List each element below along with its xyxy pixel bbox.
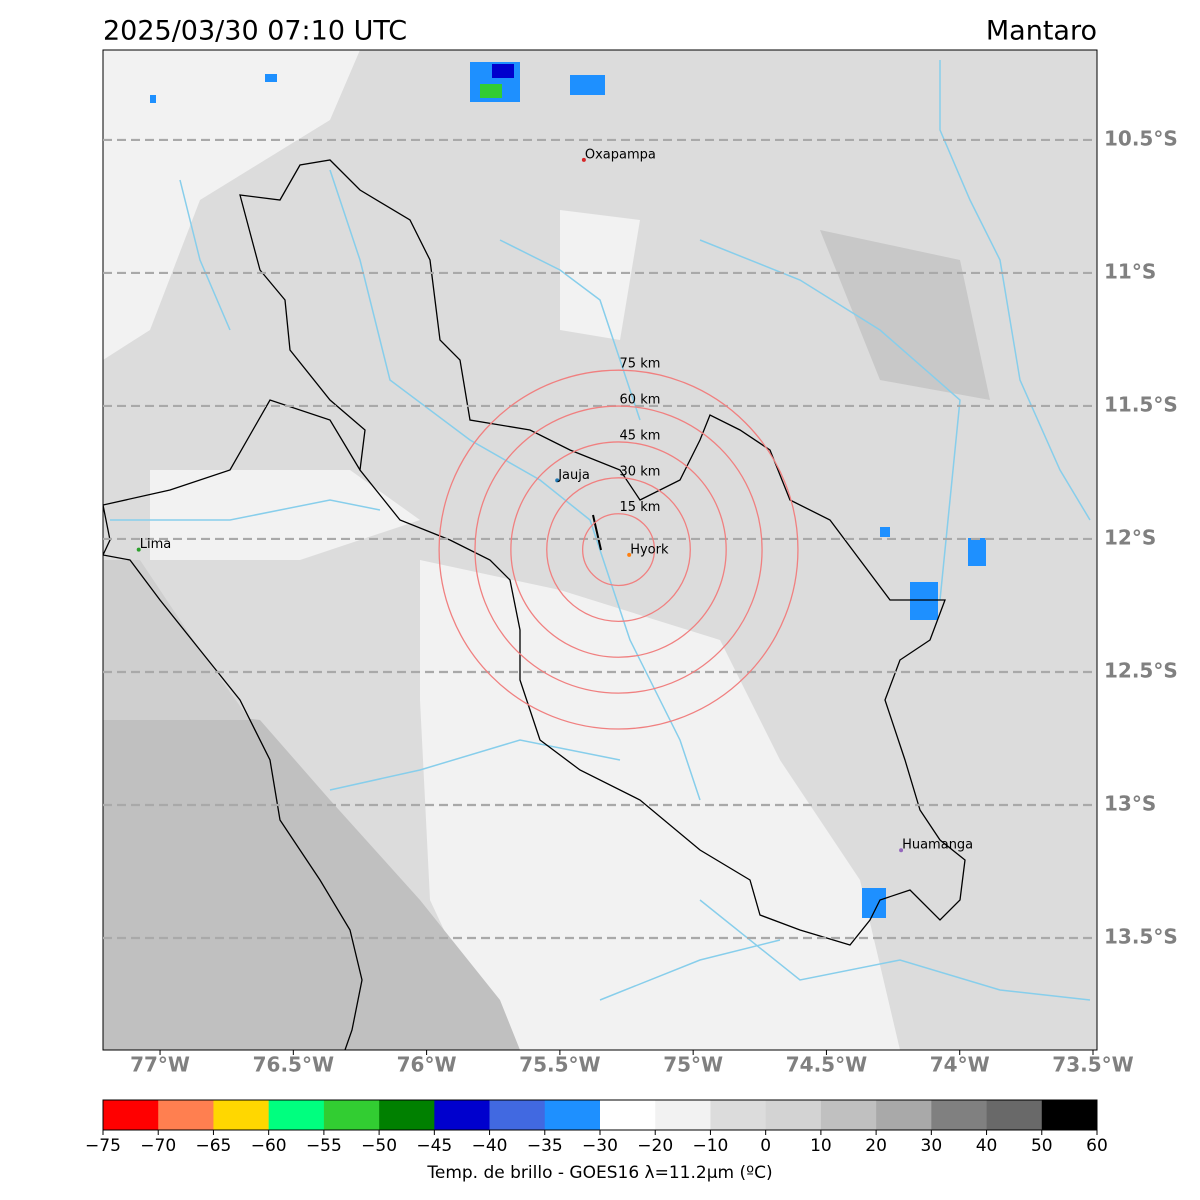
lat-label: 12°S xyxy=(1104,525,1156,549)
colorbar-tick-label: −45 xyxy=(416,1136,452,1156)
colorbar-segment xyxy=(710,1100,766,1130)
lon-label: 74°W xyxy=(930,1053,990,1077)
lon-label: 76.5°W xyxy=(253,1053,334,1077)
colorbar-tick-label: 40 xyxy=(976,1136,998,1156)
city-label: Oxapampa xyxy=(585,147,656,162)
range-ring xyxy=(438,369,799,730)
lat-label: 10.5°S xyxy=(1104,126,1178,150)
range-ring xyxy=(546,477,691,623)
colorbar-segment xyxy=(158,1100,214,1130)
colorbar-tick-label: 0 xyxy=(760,1136,771,1156)
colorbar-tick-label: 10 xyxy=(810,1136,832,1156)
city-label: Lima xyxy=(140,537,171,552)
colorbar-segment xyxy=(600,1100,656,1130)
colorbar-tick-label: −20 xyxy=(637,1136,673,1156)
colorbar-tick-label: 20 xyxy=(865,1136,887,1156)
colorbar-segment xyxy=(379,1100,435,1130)
range-label: 15 km xyxy=(620,500,661,515)
city-label: Huamanga xyxy=(902,838,973,853)
range-label: 30 km xyxy=(620,464,661,479)
lat-label: 13°S xyxy=(1104,791,1156,815)
colorbar-segment xyxy=(434,1100,490,1130)
colorbar-tick-label: −75 xyxy=(85,1136,121,1156)
colorbar-tick-label: −50 xyxy=(361,1136,397,1156)
colorbar-tick-label: 30 xyxy=(921,1136,943,1156)
city-dot xyxy=(899,848,904,853)
range-ring xyxy=(581,513,656,587)
colorbar-segment xyxy=(655,1100,711,1130)
colorbar-tick-label: −60 xyxy=(251,1136,287,1156)
lon-label: 75°W xyxy=(663,1053,723,1077)
colorbar-segment xyxy=(931,1100,987,1130)
colorbar-segment xyxy=(986,1100,1043,1130)
lat-label: 11.5°S xyxy=(1104,392,1178,416)
colorbar-tick-label: −35 xyxy=(527,1136,563,1156)
colorbar-tick-label: 60 xyxy=(1086,1136,1108,1156)
colorbar-segment xyxy=(820,1100,877,1130)
city-label: Hyork xyxy=(630,542,669,557)
lon-label: 74.5°W xyxy=(786,1053,867,1077)
lon-label: 75.5°W xyxy=(519,1053,600,1077)
colorbar-segment xyxy=(1041,1100,1098,1130)
range-label: 75 km xyxy=(620,357,661,372)
map-frame xyxy=(102,49,1098,1051)
city-dot xyxy=(627,552,632,557)
colorbar-segment xyxy=(765,1100,822,1130)
range-label: 60 km xyxy=(620,393,661,408)
colorbar-segment xyxy=(268,1100,325,1130)
lon-label: 77°W xyxy=(130,1053,190,1077)
colorbar-label: Temp. de brillo - GOES16 λ=11.2μm (ºC) xyxy=(426,1163,772,1183)
range-label: 45 km xyxy=(620,428,661,443)
colorbar-tick-label: −10 xyxy=(692,1136,728,1156)
map-overlay: 77°W 76.5°W 76°W 75.5°W 75°W 74.5°W 74°W 73.5°W… xyxy=(85,126,1178,1183)
city-dot xyxy=(136,547,141,552)
colorbar-segment xyxy=(489,1100,546,1130)
title: 2025/03/30 07:10 UTC xyxy=(103,16,407,47)
lat-label: 13.5°S xyxy=(1104,925,1178,949)
colorbar-tick-label: −65 xyxy=(195,1136,231,1156)
city-dot xyxy=(581,157,586,162)
colorbar-segment xyxy=(323,1100,380,1130)
lon-label: 76°W xyxy=(397,1053,457,1077)
colorbar-tick-label: 50 xyxy=(1031,1136,1053,1156)
lat-label: 11°S xyxy=(1104,259,1156,283)
colorbar-tick-label: −30 xyxy=(582,1136,618,1156)
colorbar-segment xyxy=(213,1100,269,1130)
lat-label: 12.5°S xyxy=(1104,658,1178,682)
colorbar-segment xyxy=(103,1100,159,1130)
range-ring xyxy=(474,405,763,694)
lon-label: 73.5°W xyxy=(1052,1053,1133,1077)
colorbar-segment xyxy=(876,1100,932,1130)
map-background xyxy=(103,50,1097,1050)
city-dot xyxy=(555,478,560,483)
colorbar-tick-label: −40 xyxy=(472,1136,508,1156)
colorbar-segment xyxy=(544,1100,601,1130)
colorbar-tick-label: −55 xyxy=(306,1136,342,1156)
region: Mantaro xyxy=(986,16,1097,47)
colorbar-tick-label: −70 xyxy=(140,1136,176,1156)
city-label: Jauja xyxy=(557,468,590,483)
range-ring xyxy=(510,441,727,658)
